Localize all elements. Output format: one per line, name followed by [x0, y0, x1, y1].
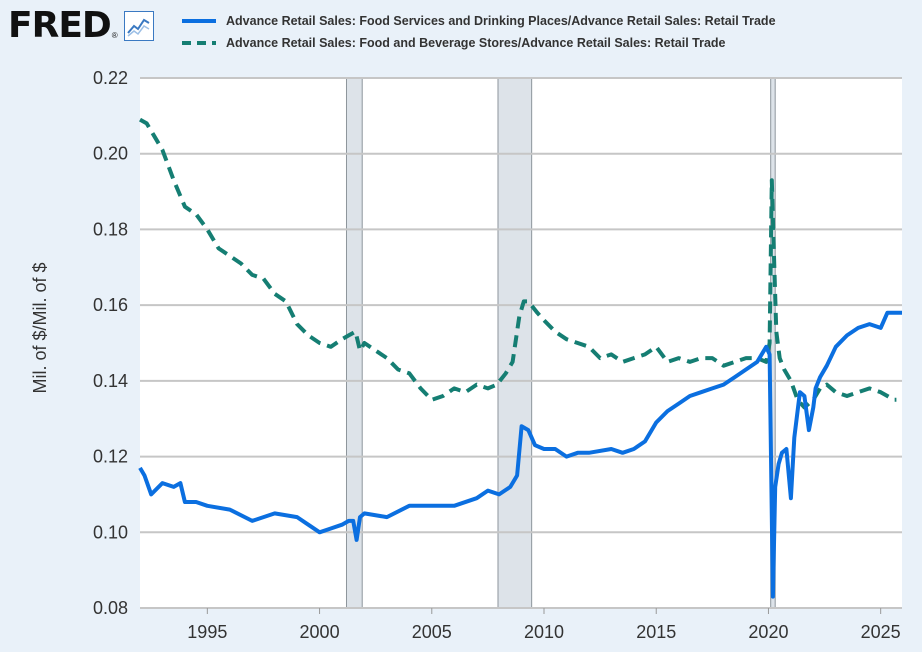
- y-tick-label: 0.22: [93, 68, 128, 88]
- x-tick-label: 2005: [412, 622, 452, 642]
- x-tick-label: 2015: [636, 622, 676, 642]
- x-tick-label: 1995: [187, 622, 227, 642]
- legend-item-food-beverage[interactable]: Advance Retail Sales: Food and Beverage …: [182, 32, 776, 54]
- line-chart-icon: [123, 11, 154, 41]
- y-tick-label: 0.20: [93, 144, 128, 164]
- logo-text: FRED: [8, 5, 112, 46]
- x-axis-ticks: 1995 2000 2005 2010 2015 2020 2025: [187, 608, 901, 642]
- logo-registered-mark: ®: [111, 31, 118, 40]
- series-lines: [138, 117, 902, 599]
- y-tick-label: 0.18: [93, 219, 128, 239]
- y-axis-ticks: 0.08 0.10 0.12 0.14 0.16 0.18 0.20 0.22: [93, 68, 128, 618]
- legend-label-food-services: Advance Retail Sales: Food Services and …: [226, 14, 776, 28]
- y-tick-label: 0.12: [93, 447, 128, 467]
- legend-label-food-beverage: Advance Retail Sales: Food and Beverage …: [226, 36, 726, 50]
- series-line-1[interactable]: [139, 117, 897, 410]
- legend-swatch-dashed: [182, 41, 216, 45]
- legend-item-food-services[interactable]: Advance Retail Sales: Food Services and …: [182, 10, 776, 32]
- y-tick-label: 0.16: [93, 295, 128, 315]
- x-tick-label: 2020: [748, 622, 788, 642]
- x-tick-label: 2010: [524, 622, 564, 642]
- fred-logo[interactable]: FRED ®: [8, 6, 154, 46]
- y-axis-label: Mil. of $/Mil. of $: [30, 262, 50, 393]
- series-line-0[interactable]: [138, 310, 902, 599]
- y-tick-label: 0.14: [93, 371, 128, 391]
- y-tick-label: 0.10: [93, 522, 128, 542]
- x-tick-label: 2000: [300, 622, 340, 642]
- y-tick-label: 0.08: [93, 598, 128, 618]
- legend-swatch-solid: [182, 19, 216, 23]
- chart-legend: Advance Retail Sales: Food Services and …: [182, 10, 776, 54]
- x-tick-label: 2025: [861, 622, 901, 642]
